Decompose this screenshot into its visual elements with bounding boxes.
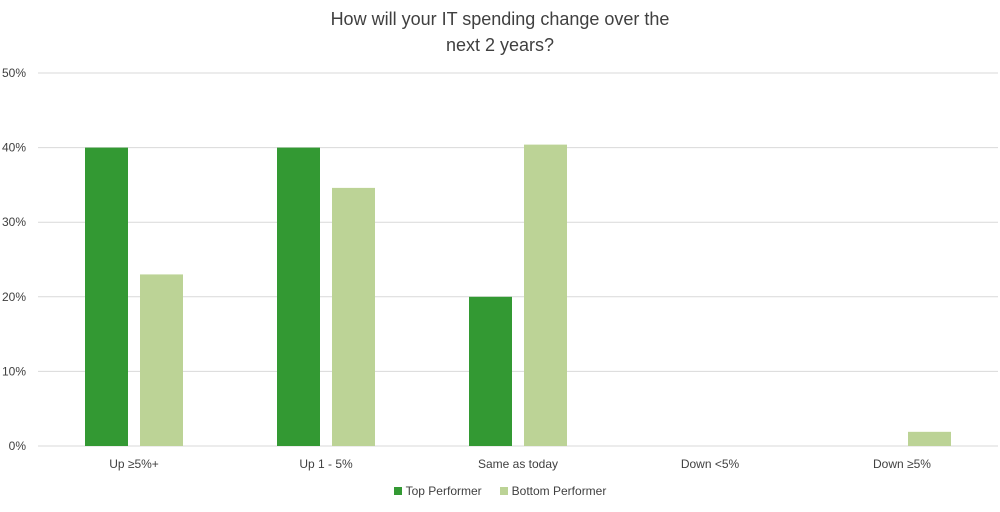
bar-bottom-performer [140, 274, 183, 446]
bar-top-performer [469, 296, 512, 446]
bar-top-performer [85, 147, 128, 446]
y-tick-label: 50% [2, 66, 26, 80]
chart-title: How will your IT spending change over th… [0, 6, 1000, 58]
bar-bottom-performer [524, 144, 567, 446]
chart-title-line-2: next 2 years? [445, 35, 555, 55]
legend-item-top-performer[interactable]: Top Performer [393, 484, 482, 498]
y-tick-label: 40% [2, 141, 26, 155]
legend-swatch-top-performer [393, 487, 402, 495]
legend-label-bottom-performer: Bottom Performer [511, 484, 607, 498]
legend: Top Performer Bottom Performer [0, 484, 1000, 498]
x-tick-label: Same as today [478, 457, 558, 471]
bar-bottom-performer [332, 187, 375, 446]
x-tick-label: Up ≥5%+ [109, 457, 159, 471]
x-tick-label: Down <5% [681, 457, 740, 471]
y-tick-label: 10% [2, 364, 26, 378]
y-tick-label: 0% [9, 439, 27, 453]
legend-swatch-bottom-performer [499, 487, 508, 495]
y-axis-tick-labels: 0% 10% 20% 30% 40% 50% [2, 66, 26, 453]
y-tick-label: 30% [2, 215, 26, 229]
bar-bottom-performer [908, 431, 951, 446]
legend-label-top-performer: Top Performer [405, 484, 482, 498]
legend-item-bottom-performer[interactable]: Bottom Performer [499, 484, 607, 498]
x-tick-label: Up 1 - 5% [299, 457, 353, 471]
bar-top-performer [277, 147, 320, 446]
x-tick-label: Down ≥5% [873, 457, 931, 471]
bars [85, 144, 951, 446]
gridlines [38, 72, 998, 447]
chart-title-line-1: How will your IT spending change over th… [330, 9, 670, 29]
x-axis-tick-labels: Up ≥5%+ Up 1 - 5% Same as today Down <5% Dow… [109, 457, 931, 471]
y-tick-label: 20% [2, 290, 26, 304]
